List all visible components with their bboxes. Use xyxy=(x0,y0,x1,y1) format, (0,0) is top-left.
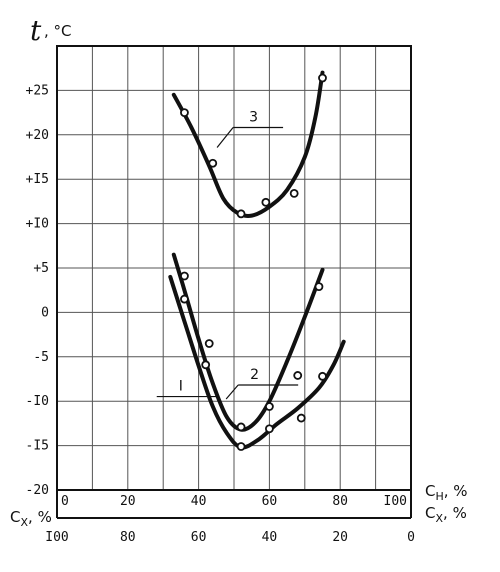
y-ticks: +25 +20 +I5 +I0 +5 0 -5 -I0 -I5 -20 xyxy=(26,83,49,498)
y-tick-label: -I0 xyxy=(26,394,49,409)
x-bottom-axis-label: CX, % xyxy=(425,504,467,525)
curve-labels: 3 2 I xyxy=(156,109,299,400)
data-point xyxy=(296,413,306,423)
plot-frame xyxy=(56,45,412,491)
data-point xyxy=(208,158,218,168)
data-point xyxy=(204,339,214,348)
x-bottom-tick-label: 40 xyxy=(262,530,278,545)
curve-I xyxy=(168,274,346,450)
x-bottom-tick-label: 80 xyxy=(120,530,136,545)
data-point xyxy=(318,73,327,83)
x-top-tick-label: I00 xyxy=(384,494,407,509)
points xyxy=(180,73,327,451)
x-top-tick-label: 20 xyxy=(120,494,136,509)
x-bottom-tick-label: I00 xyxy=(45,530,68,545)
x-top-axis-label: CH, % xyxy=(425,482,468,503)
curve-label-2: 2 xyxy=(250,367,259,383)
y-axis-label: t xyxy=(30,14,42,47)
curves xyxy=(168,70,346,450)
y-tick-label: -5 xyxy=(33,350,49,365)
x-top-tick-label: 80 xyxy=(332,494,348,509)
y-tick-label: -20 xyxy=(26,483,49,498)
data-point xyxy=(236,442,246,451)
curve-label-3: 3 xyxy=(249,109,258,125)
data-point xyxy=(236,422,246,432)
curve-label-I: I xyxy=(179,379,183,395)
data-point xyxy=(180,108,189,117)
data-point xyxy=(201,360,211,370)
data-point xyxy=(180,294,189,304)
label-leader xyxy=(216,127,234,148)
data-point xyxy=(289,189,299,198)
y-tick-label: +5 xyxy=(33,261,49,276)
x-bottom-tick-label: 0 xyxy=(407,530,415,545)
data-point xyxy=(236,209,246,219)
y-tick-label: +I0 xyxy=(26,217,49,232)
grid xyxy=(57,46,411,490)
y-tick-label: +20 xyxy=(26,128,49,143)
data-point xyxy=(180,271,189,281)
data-point xyxy=(264,424,274,434)
x-bottom-tick-label: 60 xyxy=(191,530,207,545)
x-top-tick-label: 0 xyxy=(61,494,69,509)
y-tick-label: 0 xyxy=(41,305,49,320)
x-top-tick-label: 60 xyxy=(262,494,278,509)
data-point xyxy=(264,402,274,411)
data-point xyxy=(314,282,324,292)
y-tick-label: -I5 xyxy=(26,439,49,454)
y-axis-unit: , °C xyxy=(44,22,72,40)
y-tick-label: +I5 xyxy=(26,172,49,187)
data-point xyxy=(293,371,303,380)
y-tick-label: +25 xyxy=(26,83,49,98)
x-top-ticks: 0 20 40 60 80 I00 xyxy=(61,494,407,509)
curve-3 xyxy=(171,70,325,219)
x-bottom-ticks: I00 80 60 40 20 0 xyxy=(45,530,415,545)
x-top-tick-label: 40 xyxy=(191,494,207,509)
x-left-axis-label: CX, % xyxy=(10,508,52,529)
x-bottom-tick-label: 20 xyxy=(332,530,348,545)
label-leader xyxy=(225,384,239,400)
data-point xyxy=(261,197,271,207)
data-point xyxy=(318,371,327,381)
